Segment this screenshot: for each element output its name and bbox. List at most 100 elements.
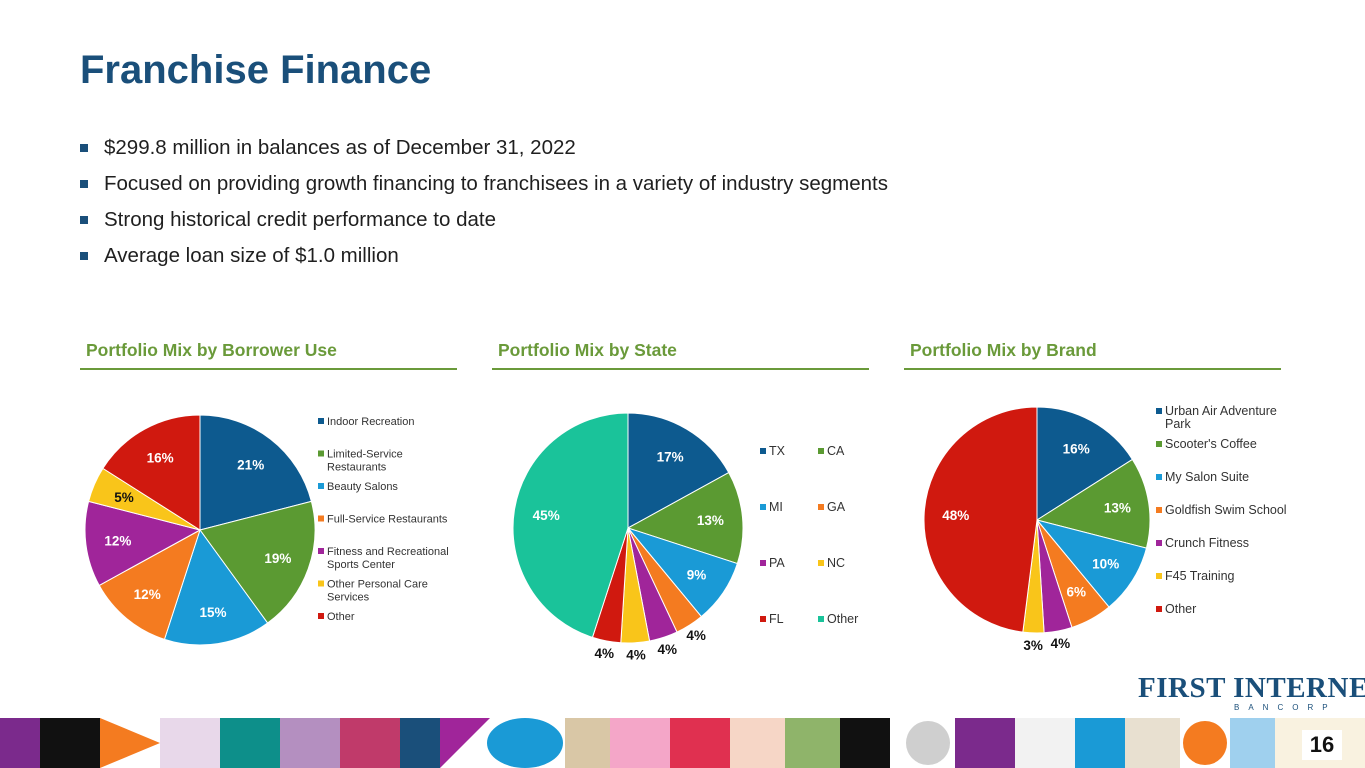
legend-item-urban-air-adventure-park: Urban Air Adventure Park <box>1156 404 1277 431</box>
legend-label: Beauty Salons <box>327 481 398 493</box>
pie-chart-state: 17% 13% 9% 4% 4% 4% 4% 45% TX CA MI GA PA NC FL Other <box>512 412 858 663</box>
legend-label: Goldfish Swim School <box>1165 503 1287 517</box>
pie-slice-fitness-and-recreational-sports-center <box>84 500 202 587</box>
legend-swatch <box>760 616 766 622</box>
legend-swatch <box>1156 507 1162 513</box>
footer-tile <box>906 721 950 765</box>
pie-slice-tx <box>627 412 730 529</box>
footer-tile <box>785 718 840 768</box>
pie-label-ca: 13% <box>697 513 724 528</box>
pie-label-fitness-and-recreational-sports-center: 12% <box>104 533 131 548</box>
legend-item-f45-training: F45 Training <box>1156 569 1235 583</box>
pie-labels: 16% 13% 10% 6% 4% 3% 48% <box>942 442 1131 653</box>
pie-slice-urban-air-adventure-park <box>1036 406 1134 521</box>
pie-label-other-personal-care-services: 5% <box>114 490 134 505</box>
bullet-text: Strong historical credit performance to … <box>104 208 496 231</box>
footer-tile <box>280 718 340 768</box>
pie-slices <box>512 412 744 644</box>
pie-slices <box>923 406 1151 634</box>
pie-label-f45-training: 3% <box>1023 638 1043 653</box>
legend-item-full-service-restaurants: Full-Service Restaurants <box>318 514 448 526</box>
pie-chart-brand: 16% 13% 10% 6% 4% 3% 48% Urban Air Adventure Par… <box>923 404 1287 653</box>
legend-item-other: Other <box>818 612 858 626</box>
chart-title: Portfolio Mix by Borrower Use <box>86 340 337 360</box>
legend-swatch <box>1156 474 1162 480</box>
legend-label: Indoor Recreation <box>327 416 414 428</box>
pie-label-ga: 4% <box>686 628 706 643</box>
legend-item-tx: TX <box>760 444 786 458</box>
legend-item-other: Other <box>318 611 355 623</box>
legend-swatch <box>1156 540 1162 546</box>
legend-item-other: Other <box>1156 602 1196 616</box>
footer-tile <box>610 718 670 768</box>
legend-label: Full-Service Restaurants <box>327 514 448 526</box>
legend-label: Fitness and Recreational Sports Center <box>327 546 449 571</box>
legend-swatch <box>818 448 824 454</box>
legend-label: Other Personal Care Services <box>327 579 428 604</box>
pie-label-crunch-fitness: 4% <box>1051 636 1071 651</box>
bullet-square-icon <box>80 144 88 152</box>
bullet-item: Strong historical credit performance to … <box>80 204 888 240</box>
footer-tile <box>1183 721 1227 765</box>
legend-label: Limited-Service Restaurants <box>327 449 403 474</box>
bullet-text: Focused on providing growth financing to… <box>104 172 888 195</box>
pie-label-indoor-recreation: 21% <box>237 458 264 473</box>
chart-title: Portfolio Mix by State <box>498 340 677 360</box>
page-title: Franchise Finance <box>80 48 432 92</box>
legend-item-nc: NC <box>818 556 845 570</box>
pie-label-pa: 4% <box>657 642 677 657</box>
bullet-text: $299.8 million in balances as of Decembe… <box>104 136 576 159</box>
logo-sub-text: BANCORP <box>1234 703 1337 712</box>
footer-tile <box>670 718 730 768</box>
bullet-square-icon <box>80 180 88 188</box>
pie-label-other: 48% <box>942 508 969 523</box>
pie-slice-scooter-s-coffee <box>1035 458 1151 549</box>
legend-swatch <box>318 613 324 619</box>
legend-label: FL <box>769 612 784 626</box>
bullet-square-icon <box>80 216 88 224</box>
chart-heading-borrower-use: Portfolio Mix by Borrower Use <box>80 340 457 370</box>
legend-swatch <box>818 560 824 566</box>
pie-label-nc: 4% <box>626 648 646 663</box>
legend-item-scooter-s-coffee: Scooter's Coffee <box>1156 437 1257 451</box>
logo-main-text: FIRST INTERNET <box>1138 672 1365 704</box>
pie-slice-other <box>923 406 1038 633</box>
bullet-item: Focused on providing growth financing to… <box>80 168 888 204</box>
footer-tile <box>1015 718 1075 768</box>
pie-slice-full-service-restaurants <box>98 528 201 641</box>
pie-label-goldfish-swim-school: 6% <box>1066 584 1086 599</box>
pie-labels: 21% 19% 15% 12% 12% 5% 16% <box>104 450 291 619</box>
legend-item-pa: PA <box>760 556 785 570</box>
legend-item-my-salon-suite: My Salon Suite <box>1156 470 1249 484</box>
pie-slice-beauty-salons <box>163 528 269 646</box>
legend-swatch <box>1156 408 1162 414</box>
legend-item-other-personal-care-services: Other Personal Care Services <box>318 579 428 604</box>
pie-label-fl: 4% <box>594 646 614 661</box>
footer-tile <box>565 718 610 768</box>
footer-tile <box>1125 718 1180 768</box>
legend-swatch <box>1156 573 1162 579</box>
pie-label-scooter-s-coffee: 13% <box>1104 500 1131 515</box>
legend-label: GA <box>827 500 846 514</box>
legend-item-goldfish-swim-school: Goldfish Swim School <box>1156 503 1287 517</box>
footer-tile <box>220 718 280 768</box>
footer-tile <box>955 718 1015 768</box>
footer-tile <box>40 718 100 768</box>
legend-swatch <box>318 483 324 489</box>
legend-swatch <box>318 580 324 587</box>
footer-tile <box>440 718 490 768</box>
legend-item-beauty-salons: Beauty Salons <box>318 481 398 493</box>
legend-swatch <box>1156 441 1162 447</box>
pie-slice-limited-service-restaurants <box>199 500 316 624</box>
legend-swatch <box>760 560 766 566</box>
company-logo: FIRST INTERNET BANCORP <box>1138 672 1365 712</box>
legend-item-crunch-fitness: Crunch Fitness <box>1156 536 1249 550</box>
pie-label-tx: 17% <box>657 450 684 465</box>
legend-label: Other <box>327 611 355 623</box>
pie-slice-other <box>512 412 629 639</box>
pie-label-beauty-salons: 15% <box>199 605 226 620</box>
legend-swatch <box>318 418 324 424</box>
legend-label: Other <box>1165 602 1196 616</box>
chart-heading-state: Portfolio Mix by State <box>492 340 869 370</box>
bullet-item: $299.8 million in balances as of Decembe… <box>80 132 888 168</box>
